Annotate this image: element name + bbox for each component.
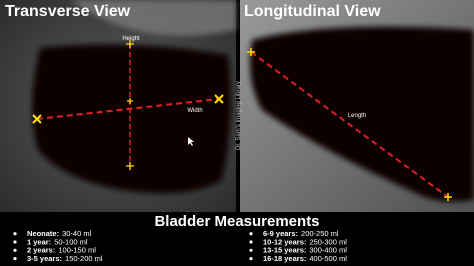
bullet (13, 248, 17, 252)
bladder-right (249, 26, 474, 202)
age-label: 16-18 years: (263, 254, 306, 263)
age-label: 13-15 years: (263, 246, 306, 255)
width-markers (32, 94, 224, 124)
age-label: 2 years: (27, 246, 55, 255)
bullet (249, 232, 253, 236)
volume-value: 100-150 ml (58, 246, 96, 255)
length-line (250, 51, 449, 198)
length-markers (247, 48, 452, 201)
measurements: Bladder Measurements Neonate: 30-40 ml1 y… (13, 213, 347, 263)
cursor (188, 137, 194, 146)
volume-value: 250-300 ml (309, 237, 347, 246)
measurement-item: 10-12 years: 250-300 ml (263, 237, 347, 246)
width-line (36, 98, 220, 120)
panel-title: Longitudinal View (244, 3, 381, 20)
height-markers (126, 40, 134, 170)
volume-value: 30-40 ml (62, 229, 92, 238)
measurement-item: 2 years: 100-150 ml (27, 246, 96, 255)
age-label: 3-5 years: (27, 254, 62, 263)
age-label: 1 year: (27, 237, 51, 246)
measurement-item: 1 year: 50-100 ml (27, 237, 88, 246)
measurement-item: 13-15 years: 300-400 ml (263, 246, 347, 255)
measurements-title: Bladder Measurements (154, 213, 319, 230)
bullet (13, 240, 17, 244)
bullet (249, 257, 253, 261)
bullet (13, 257, 17, 261)
measurement-item: 6-9 years: 200-250 ml (263, 229, 339, 238)
wall-top (70, 0, 236, 36)
age-label: 6-9 years: (263, 229, 298, 238)
measurement-item: Neonate: 30-40 ml (27, 229, 92, 238)
bullet (13, 232, 17, 236)
panel-title: Transverse View (5, 3, 131, 20)
measurement-item: 16-18 years: 400-500 ml (263, 254, 347, 263)
age-label: Neonate: (27, 229, 59, 238)
volume-value: 400-500 ml (309, 254, 347, 263)
length-label: Length (348, 113, 366, 119)
bladder-left (31, 44, 231, 194)
measurement-item: 3-5 years: 150-200 ml (27, 254, 103, 263)
width-label: Width (187, 108, 202, 114)
height-label: Height (122, 36, 140, 42)
bullet (249, 248, 253, 252)
bullet (249, 240, 253, 244)
volume-value: 300-400 ml (309, 246, 347, 255)
volume-value: 150-200 ml (65, 254, 103, 263)
longitudinal-panel: Length Dr. Sam's Imaging Library Longitu… (236, 0, 474, 212)
transverse-panel: Height Width Transverse View (0, 0, 236, 212)
volume-value: 200-250 ml (301, 229, 339, 238)
watermark: Dr. Sam's Imaging Library (236, 81, 242, 150)
age-label: 10-12 years: (263, 237, 306, 246)
volume-value: 50-100 ml (54, 237, 88, 246)
